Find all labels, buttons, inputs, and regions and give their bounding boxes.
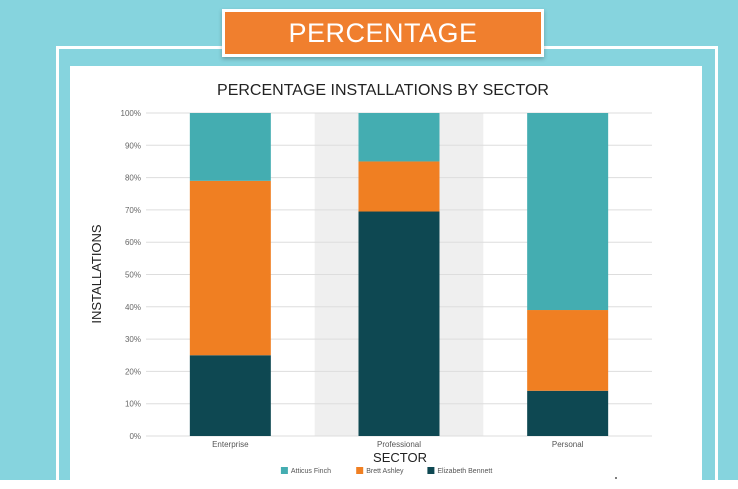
- legend-label: Elizabeth Bennett: [437, 468, 492, 475]
- y-axis-label: INSTALLATIONS: [89, 224, 104, 324]
- legend-swatch: [427, 467, 435, 474]
- plot-area: 0% 10% 20% 30% 40% 50% 60% 70% 80% 90% 100% Enterpr…: [121, 109, 652, 449]
- x-tick-label: Enterprise: [212, 440, 249, 449]
- y-tick-label: 100%: [121, 109, 141, 118]
- bar-segment: [358, 211, 440, 436]
- bar-segment: [527, 390, 609, 436]
- x-axis-label: SECTOR: [373, 450, 427, 465]
- y-tick-label: 90%: [125, 141, 141, 150]
- bar-segment: [189, 113, 271, 181]
- legend-swatch: [356, 467, 364, 474]
- legend-swatch: [280, 467, 288, 474]
- y-tick-label: 60%: [125, 238, 141, 247]
- y-tick-label: 30%: [125, 335, 141, 344]
- stacked-bar-chart: PERCENTAGE INSTALLATIONS BY SECTOR INSTA…: [89, 82, 652, 475]
- y-tick-label: 50%: [125, 271, 141, 280]
- x-tick-label: Personal: [552, 440, 584, 449]
- bar-segment: [189, 355, 271, 436]
- y-tick-label: 20%: [125, 367, 141, 376]
- y-tick-label: 0%: [129, 432, 141, 441]
- legend: Atticus Finch Brett Ashley Elizabeth Benne…: [280, 467, 492, 475]
- y-tick-label: 80%: [125, 174, 141, 183]
- legend-label: Atticus Finch: [291, 468, 331, 475]
- decorative-dot: [615, 477, 617, 479]
- chart-title: PERCENTAGE INSTALLATIONS BY SECTOR: [217, 82, 549, 99]
- y-tick-label: 10%: [125, 400, 141, 409]
- percentage-banner: PERCENTAGE: [222, 9, 544, 57]
- x-tick-label: Professional: [377, 440, 421, 449]
- y-tick-label: 40%: [125, 303, 141, 312]
- y-tick-label: 70%: [125, 206, 141, 215]
- bar-segment: [527, 310, 609, 391]
- bar-segment: [358, 113, 440, 162]
- bar-segment: [358, 161, 440, 212]
- bar-segment: [189, 180, 271, 356]
- legend-label: Brett Ashley: [366, 468, 404, 475]
- bar-segment: [527, 113, 609, 311]
